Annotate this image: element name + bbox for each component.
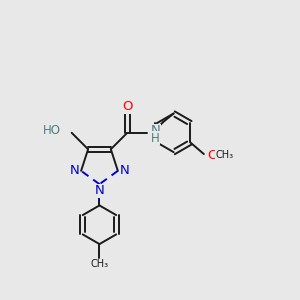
Text: CH₃: CH₃ [215,150,234,160]
Text: O: O [122,100,133,113]
Text: N: N [70,164,79,177]
Text: CH₃: CH₃ [90,260,109,269]
Text: N: N [151,124,160,137]
Text: O: O [207,148,217,161]
Text: HO: HO [43,124,61,137]
Text: N: N [94,184,104,197]
Text: H: H [151,132,160,145]
Text: N: N [120,164,130,177]
